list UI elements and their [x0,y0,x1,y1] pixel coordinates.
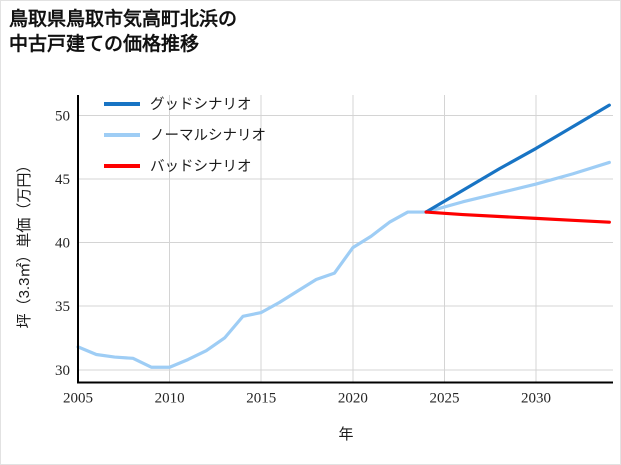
legend-label: バッドシナリオ [150,159,252,175]
y-tick-label: 45 [55,172,70,188]
y-tick-label: 35 [55,299,70,315]
xtick-labels-group: 2005 2010 2015 2020 2025 2030 [63,391,551,407]
ytick-labels-group: 30 35 40 45 50 [55,108,70,378]
legend-label: グッドシナリオ [150,96,252,113]
series-line-normal [76,160,611,369]
x-tick-label: 2030 [521,391,551,407]
series-line-good [424,103,611,214]
legend-label: ノーマルシナリオ [150,128,266,144]
gridlines-group [77,95,613,383]
series-group [76,103,611,369]
y-axis-title: 坪（3.3㎡）単価（万円） [16,158,33,329]
x-tick-label: 2010 [155,391,185,407]
page-title: 鳥取県鳥取市気高町北浜の 中古戸建ての価格推移 [9,9,238,56]
x-tick-label: 2020 [338,391,368,407]
series-line-bad [424,210,611,224]
axis-spines [76,95,613,384]
x-tick-label: 2005 [63,391,93,407]
y-tick-label: 50 [55,108,70,124]
x-axis-title: 年 [338,426,353,443]
x-tick-label: 2025 [429,391,459,407]
y-tick-label: 30 [55,363,70,379]
x-tick-label: 2015 [246,391,276,407]
y-tick-label: 40 [55,236,70,252]
